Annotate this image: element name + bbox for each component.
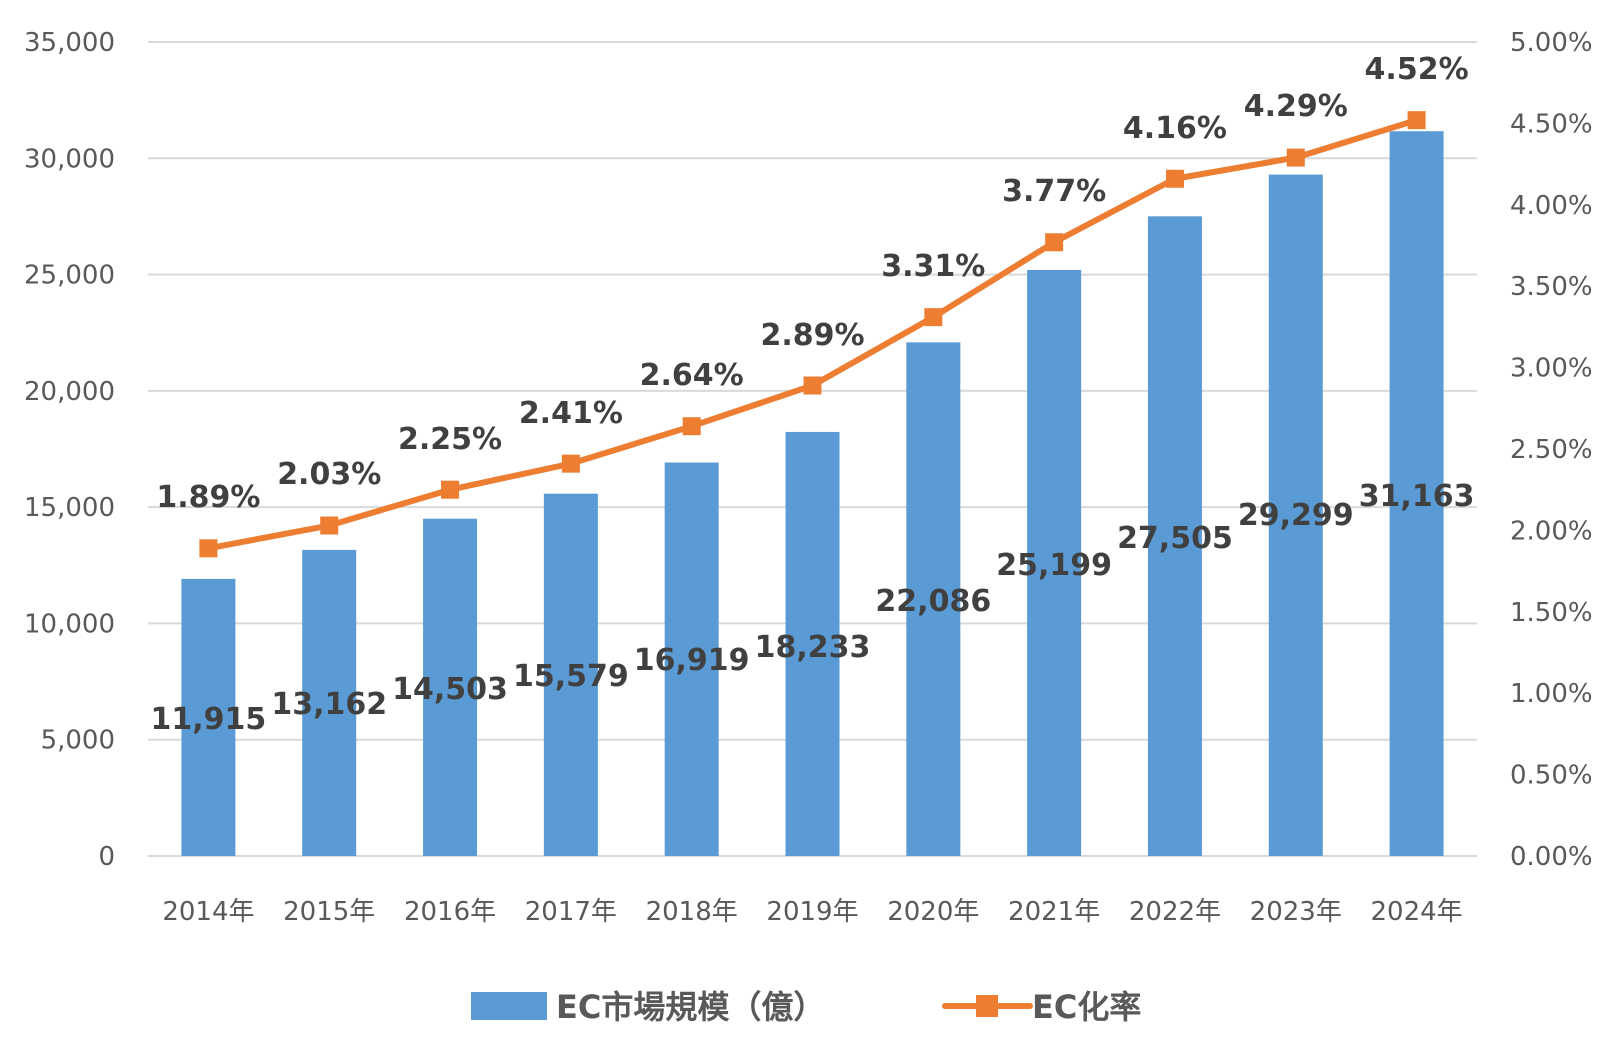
line-data-label: 4.52%	[1365, 52, 1469, 87]
x-tick-label: 2015年	[283, 897, 375, 927]
y-right-tick-label: 4.50%	[1510, 109, 1593, 139]
bar-data-label: 11,915	[151, 702, 267, 737]
x-tick-label: 2020年	[887, 897, 979, 927]
line-marker	[682, 417, 701, 436]
bar	[785, 431, 840, 856]
y-right-tick-label: 1.50%	[1510, 598, 1593, 628]
y-left-tick-label: 30,000	[24, 144, 115, 174]
bar-data-label: 31,163	[1359, 479, 1475, 514]
bar-data-label: 16,919	[634, 643, 750, 678]
legend-bar-swatch	[471, 992, 547, 1020]
legend-line-label: EC化率	[1032, 988, 1141, 1026]
bar	[423, 518, 478, 856]
y-left-tick-label: 0	[98, 842, 115, 872]
bar-data-label: 22,086	[875, 584, 991, 619]
y-right-tick-label: 5.00%	[1510, 28, 1593, 58]
bar	[543, 493, 598, 856]
y-right-tick-label: 2.50%	[1510, 435, 1593, 465]
line-data-label: 2.03%	[277, 457, 381, 492]
y-right-tick-label: 4.00%	[1510, 191, 1593, 221]
x-tick-label: 2014年	[162, 897, 254, 927]
line-data-label: 3.31%	[881, 249, 985, 284]
y-right-tick-label: 0.00%	[1510, 842, 1593, 872]
x-tick-label: 2018年	[646, 897, 738, 927]
bar	[906, 342, 961, 856]
y-left-tick-label: 20,000	[24, 377, 115, 407]
line-data-label: 2.64%	[640, 358, 744, 393]
bar-data-label: 25,199	[996, 548, 1112, 583]
y-right-tick-label: 1.00%	[1510, 679, 1593, 709]
bar	[1268, 174, 1323, 856]
bar-data-label: 29,299	[1238, 498, 1354, 533]
y-right-tick-label: 3.50%	[1510, 272, 1593, 302]
x-tick-label: 2016年	[404, 897, 496, 927]
bar	[181, 578, 236, 856]
line-marker	[1407, 111, 1426, 130]
line-marker	[803, 376, 822, 395]
bar-data-label: 27,505	[1117, 521, 1233, 556]
x-tick-label: 2023年	[1250, 897, 1342, 927]
y-right-tick-label: 3.00%	[1510, 354, 1593, 384]
legend-bar-label: EC市場規模（億）	[556, 988, 825, 1026]
line-data-label: 2.41%	[519, 396, 623, 431]
y-left-tick-label: 35,000	[24, 28, 115, 58]
line-data-label: 1.89%	[156, 480, 260, 515]
y-right-tick-label: 0.50%	[1510, 761, 1593, 791]
bar	[1027, 269, 1082, 857]
line-data-label: 2.89%	[760, 318, 864, 353]
line-data-label: 3.77%	[1002, 174, 1106, 209]
line-marker	[924, 308, 943, 327]
x-tick-label: 2021年	[1008, 897, 1100, 927]
x-tick-label: 2017年	[525, 897, 617, 927]
line-marker	[561, 454, 580, 473]
bar	[1147, 216, 1202, 857]
bar	[302, 549, 357, 856]
x-tick-label: 2019年	[766, 897, 858, 927]
y-left-tick-label: 10,000	[24, 609, 115, 639]
bar-data-label: 13,162	[271, 687, 387, 722]
bar	[664, 462, 719, 856]
line-data-label: 4.16%	[1123, 111, 1227, 146]
line-marker	[320, 516, 339, 535]
line-marker	[1045, 233, 1064, 252]
line-marker	[1165, 169, 1184, 188]
y-right-tick-label: 2.00%	[1510, 516, 1593, 546]
line-marker	[1286, 148, 1305, 167]
legend-line-marker	[976, 995, 998, 1017]
x-tick-label: 2022年	[1129, 897, 1221, 927]
bar-data-label: 14,503	[392, 672, 508, 707]
y-left-tick-label: 15,000	[24, 493, 115, 523]
line-data-label: 2.25%	[398, 422, 502, 457]
y-left-tick-label: 5,000	[41, 726, 115, 756]
line-data-label: 4.29%	[1244, 89, 1348, 124]
line-marker	[199, 539, 218, 558]
bar-data-label: 15,579	[513, 659, 629, 694]
bar	[1389, 131, 1444, 856]
line-marker	[441, 480, 460, 499]
bar-data-label: 18,233	[755, 630, 871, 665]
y-left-tick-label: 25,000	[24, 261, 115, 291]
x-tick-label: 2024年	[1371, 897, 1463, 927]
